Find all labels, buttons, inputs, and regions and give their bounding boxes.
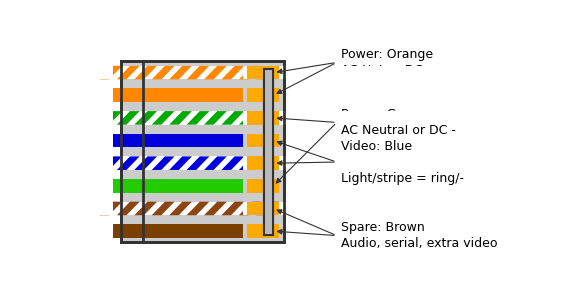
- Text: Spare: Brown
Audio, serial, extra video: Spare: Brown Audio, serial, extra video: [341, 221, 498, 250]
- Polygon shape: [134, 66, 157, 79]
- Polygon shape: [204, 111, 227, 125]
- Polygon shape: [134, 111, 157, 125]
- Bar: [243, 156, 510, 170]
- Polygon shape: [222, 66, 244, 79]
- Polygon shape: [99, 111, 122, 125]
- Bar: [113, 224, 243, 238]
- Polygon shape: [99, 156, 122, 170]
- Polygon shape: [222, 202, 244, 215]
- Bar: [113, 88, 243, 102]
- Bar: [247, 111, 279, 125]
- Bar: [71, 66, 113, 79]
- Polygon shape: [204, 202, 227, 215]
- Bar: [121, 61, 284, 243]
- Polygon shape: [204, 156, 227, 170]
- Bar: [247, 156, 279, 170]
- Polygon shape: [117, 202, 139, 215]
- Bar: [113, 66, 243, 79]
- Polygon shape: [222, 111, 244, 125]
- Bar: [113, 156, 243, 170]
- Bar: [247, 179, 279, 193]
- Polygon shape: [256, 202, 279, 215]
- Polygon shape: [134, 156, 157, 170]
- Bar: [113, 202, 243, 215]
- Polygon shape: [187, 66, 209, 79]
- Polygon shape: [152, 111, 175, 125]
- Polygon shape: [152, 66, 175, 79]
- Polygon shape: [117, 66, 139, 79]
- Text: Video: Blue
Solid color = Tip/+
Light/stripe = ring/-: Video: Blue Solid color = Tip/+ Light/st…: [341, 140, 464, 185]
- Polygon shape: [222, 156, 244, 170]
- Bar: [243, 111, 510, 125]
- Polygon shape: [99, 66, 122, 79]
- Polygon shape: [152, 202, 175, 215]
- Polygon shape: [239, 202, 261, 215]
- Bar: [247, 202, 279, 215]
- Polygon shape: [239, 66, 261, 79]
- Bar: [264, 69, 273, 235]
- Polygon shape: [152, 156, 175, 170]
- Polygon shape: [169, 111, 192, 125]
- Polygon shape: [187, 111, 209, 125]
- Polygon shape: [117, 111, 139, 125]
- Polygon shape: [256, 156, 279, 170]
- Bar: [243, 202, 510, 215]
- Bar: [247, 66, 279, 79]
- Polygon shape: [169, 156, 192, 170]
- Bar: [71, 156, 113, 170]
- Polygon shape: [134, 202, 157, 215]
- Bar: [264, 69, 273, 235]
- Bar: [243, 66, 510, 79]
- Polygon shape: [187, 202, 209, 215]
- Bar: [71, 202, 113, 215]
- Polygon shape: [169, 202, 192, 215]
- Bar: [113, 134, 243, 147]
- Polygon shape: [256, 111, 279, 125]
- Bar: [113, 179, 243, 193]
- Bar: [247, 134, 279, 147]
- Polygon shape: [239, 111, 261, 125]
- Polygon shape: [204, 66, 227, 79]
- Polygon shape: [256, 66, 279, 79]
- Polygon shape: [117, 156, 139, 170]
- Bar: [113, 111, 243, 125]
- Text: Power: Green
AC Neutral or DC -: Power: Green AC Neutral or DC -: [341, 108, 456, 137]
- Bar: [247, 224, 279, 238]
- Bar: [247, 88, 279, 102]
- Text: Power: Orange
AC Hot or DC +: Power: Orange AC Hot or DC +: [341, 48, 438, 77]
- Bar: [121, 61, 284, 243]
- Polygon shape: [169, 66, 192, 79]
- Polygon shape: [187, 156, 209, 170]
- Polygon shape: [239, 156, 261, 170]
- Bar: [71, 111, 113, 125]
- Polygon shape: [99, 202, 122, 215]
